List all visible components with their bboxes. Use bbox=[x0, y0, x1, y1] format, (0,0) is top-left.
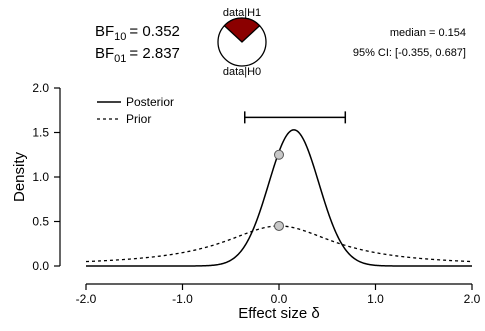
median-text: median = 0.154 bbox=[390, 27, 466, 39]
x-tick-label: -2.0 bbox=[76, 292, 97, 306]
y-tick-label: 0.5 bbox=[32, 215, 49, 229]
y-tick-label: 0.0 bbox=[32, 259, 49, 273]
y-tick-label: 2.0 bbox=[32, 81, 49, 95]
y-tick-label: 1.0 bbox=[32, 170, 49, 184]
pie-chart bbox=[217, 17, 267, 67]
y-axis-label: Density bbox=[11, 151, 28, 202]
axes: 0.0 0.5 1.0 1.5 2.0 -2.0 -1.0 0.0 1.0 2.0 bbox=[32, 81, 480, 306]
ci-text: 95% CI: [-0.355, 0.687] bbox=[353, 47, 466, 59]
x-tick-label: 0.0 bbox=[271, 292, 288, 306]
pie-top-label: data|H1 bbox=[223, 7, 261, 19]
posterior-point-at-zero bbox=[274, 149, 284, 160]
prior-point-at-zero bbox=[274, 220, 284, 231]
ci-interval-bar bbox=[243, 111, 347, 124]
legend: Posterior Prior bbox=[97, 95, 174, 126]
prior-curve bbox=[85, 225, 473, 263]
legend-prior-label: Prior bbox=[126, 112, 151, 126]
x-tick-label: 2.0 bbox=[464, 292, 481, 306]
x-axis-label: Effect size δ bbox=[238, 305, 319, 322]
bf10-text: BF10 = 0.352 bbox=[95, 23, 180, 43]
pie-h1-slice bbox=[223, 17, 261, 43]
pie-bottom-label: data|H0 bbox=[223, 66, 261, 78]
bf01-text: BF01 = 2.837 bbox=[95, 45, 180, 65]
legend-posterior-label: Posterior bbox=[126, 95, 174, 109]
y-tick-label: 1.5 bbox=[32, 126, 49, 140]
x-tick-label: 1.0 bbox=[367, 292, 384, 306]
x-tick-label: -1.0 bbox=[172, 292, 193, 306]
